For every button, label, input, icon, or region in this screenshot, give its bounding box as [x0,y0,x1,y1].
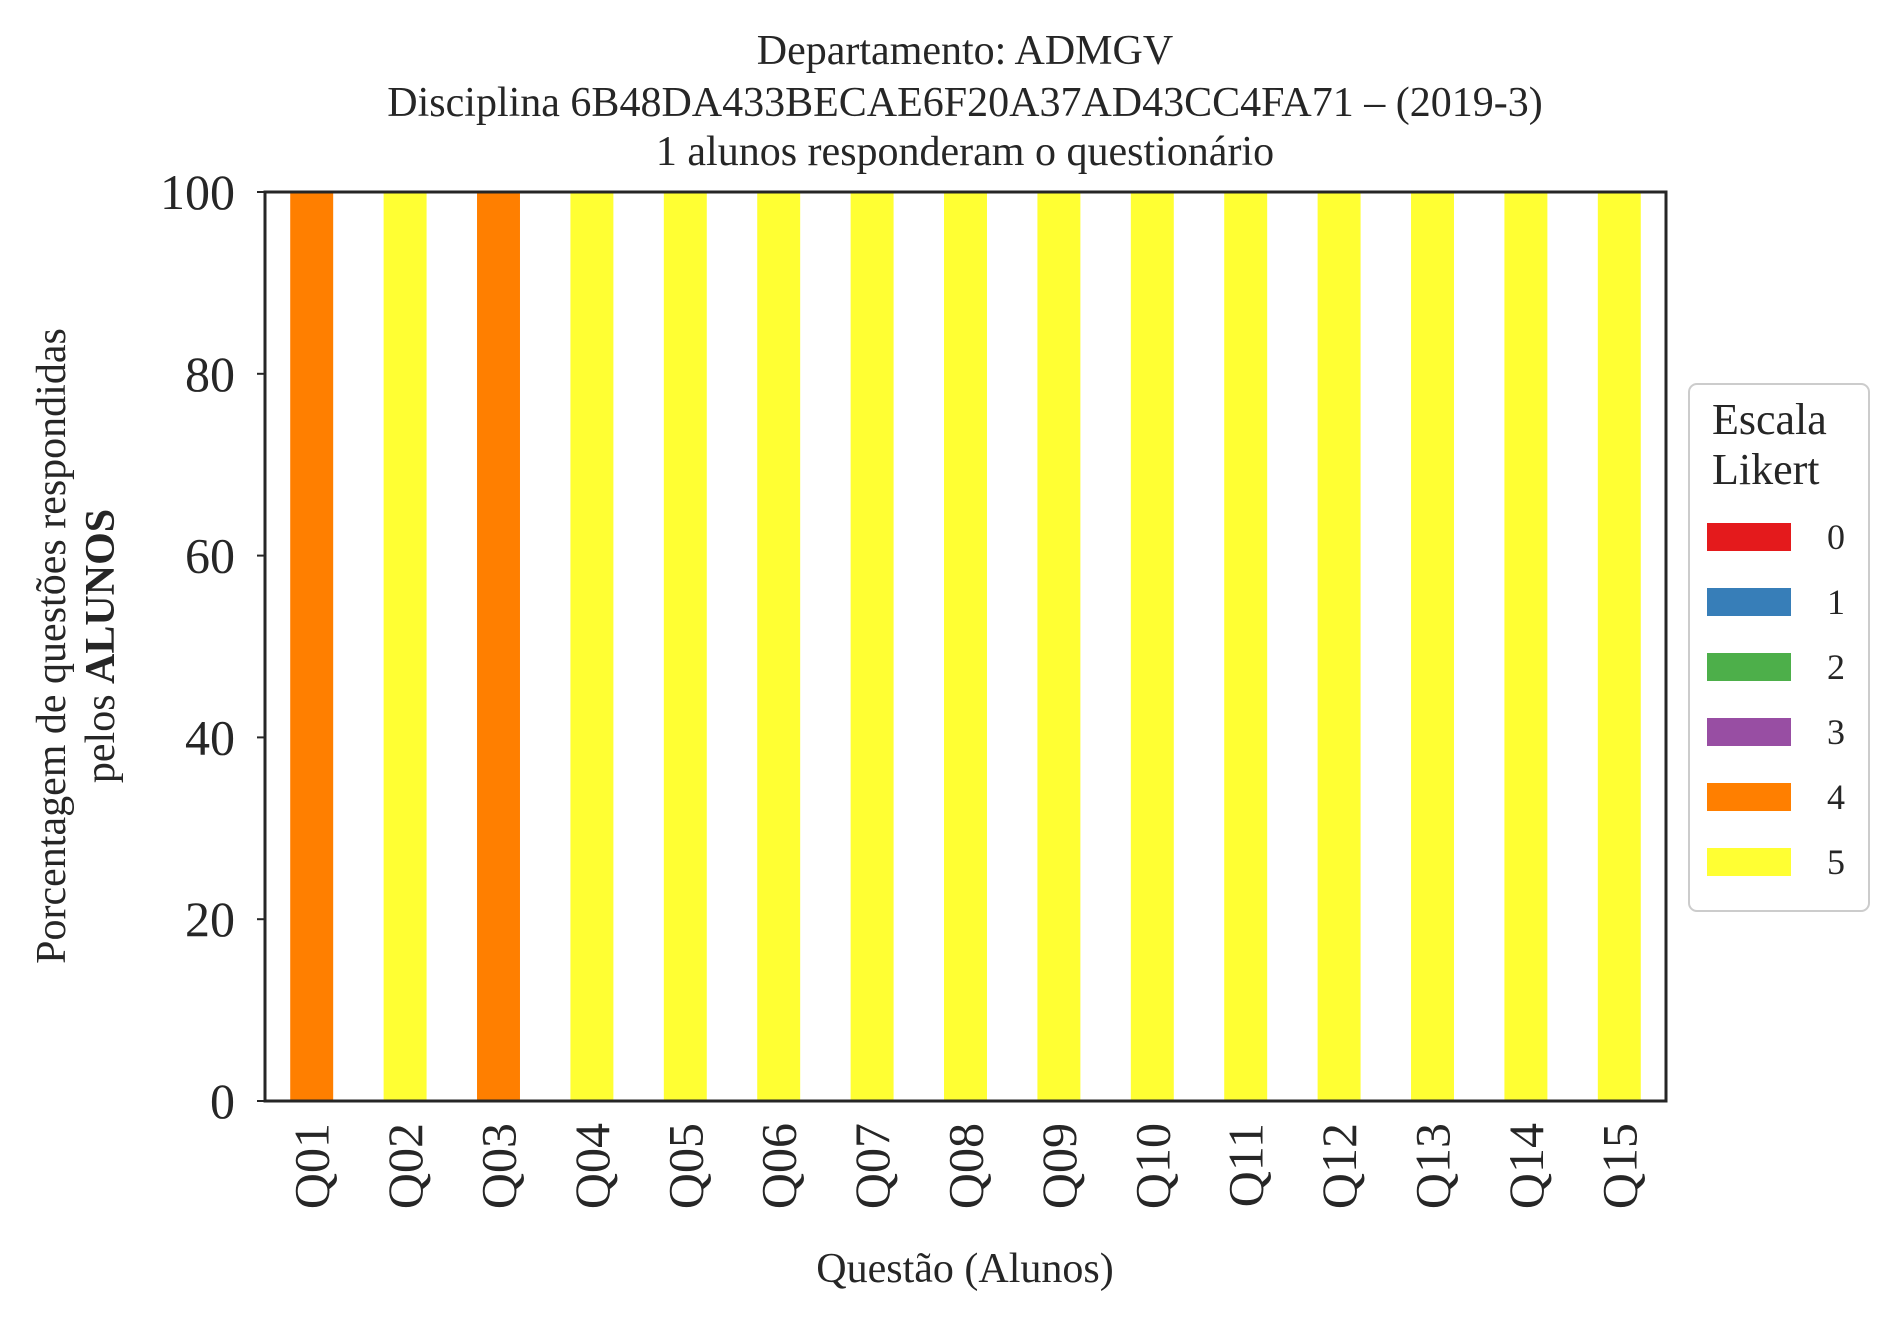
x-axis-label: Questão (Alunos) [816,1246,1113,1292]
bar-q11-scale-5 [1224,192,1268,1101]
legend-title-line-1: Escala [1712,395,1827,444]
legend-label-0: 0 [1827,517,1845,557]
legend-label-5: 5 [1827,842,1845,882]
x-tick-label-q05: Q05 [657,1123,713,1209]
legend-swatch-1 [1707,588,1791,616]
y-tick-label-0: 0 [210,1073,235,1129]
chart-title: Departamento: ADMGV Disciplina 6B48DA433… [387,28,1542,175]
bar-q09-scale-5 [1037,192,1081,1101]
y-tick-label-100: 100 [160,164,235,220]
y-axis-label: Porcentagem de questões respondidas pelo… [29,328,124,964]
bar-q04-scale-5 [570,192,614,1101]
bar-q15-scale-5 [1597,192,1641,1101]
x-tick-label-q10: Q10 [1124,1123,1180,1209]
x-tick-label-q06: Q06 [751,1123,807,1209]
bar-q02-scale-5 [383,192,427,1101]
y-axis-label-line-2: pelos ALUNOS [78,509,124,783]
bar-q07-scale-5 [850,192,894,1101]
title-line-3: 1 alunos responderam o questionário [656,129,1274,175]
title-line-1: Departamento: ADMGV [757,28,1173,74]
legend-swatch-2 [1707,653,1791,681]
legend-swatch-4 [1707,783,1791,811]
plot-frame [263,190,1668,1103]
x-tick-label-q13: Q13 [1405,1123,1461,1209]
bar-q10-scale-5 [1130,192,1174,1101]
x-tick-label-q01: Q01 [284,1123,340,1209]
bar-q03-scale-4 [477,192,520,1101]
bar-q13-scale-5 [1411,192,1454,1101]
bar-q14-scale-5 [1504,192,1548,1101]
bar-q12-scale-5 [1317,192,1361,1101]
x-tick-label-q08: Q08 [938,1123,994,1209]
bar-q01-scale-4 [290,192,334,1101]
y-axis-ticks: 0 20 40 60 80 100 [160,164,265,1129]
bars-layer [290,192,1641,1101]
x-tick-label-q09: Q09 [1031,1123,1087,1209]
x-axis-ticks: Q01 Q02 Q03 Q04 Q05 Q06 Q07 Q08 Q09 Q10 Q11 Q12 Q13 Q… [284,1123,1648,1209]
legend-label-3: 3 [1827,712,1845,752]
x-tick-label-q04: Q04 [564,1123,620,1209]
y-axis-label-prefix: pelos [78,684,124,783]
legend-label-4: 4 [1827,777,1845,817]
legend-swatch-3 [1707,718,1791,746]
bar-q08-scale-5 [944,192,987,1101]
y-axis-label-bold: ALUNOS [78,509,124,684]
y-tick-label-60: 60 [185,528,235,584]
y-axis-label-line-1: Porcentagem de questões respondidas [29,328,75,964]
x-tick-label-q15: Q15 [1591,1123,1647,1209]
legend-swatch-5 [1707,848,1791,876]
legend-label-2: 2 [1827,647,1845,687]
title-line-2: Disciplina 6B48DA433BECAE6F20A37AD43CC4F… [387,80,1542,126]
y-tick-label-40: 40 [185,709,235,765]
x-tick-label-q14: Q14 [1498,1123,1554,1209]
x-tick-label-q03: Q03 [471,1123,527,1209]
y-tick-label-80: 80 [185,346,235,402]
legend-title-line-2: Likert [1712,445,1820,494]
legend-box [1688,383,1870,912]
x-tick-label-q12: Q12 [1311,1123,1367,1209]
y-tick-label-20: 20 [185,891,235,947]
legend-swatch-0 [1707,523,1791,551]
legend-label-1: 1 [1827,582,1845,622]
x-tick-label-q02: Q02 [377,1123,433,1209]
bar-q05-scale-5 [663,192,707,1101]
x-tick-label-q07: Q07 [844,1123,900,1209]
x-tick-label-q11: Q11 [1218,1123,1274,1207]
legend: Escala Likert 0 1 2 3 4 5 [1688,383,1870,912]
bar-q06-scale-5 [757,192,801,1101]
legend-items: 0 1 2 3 4 5 [1707,517,1845,882]
